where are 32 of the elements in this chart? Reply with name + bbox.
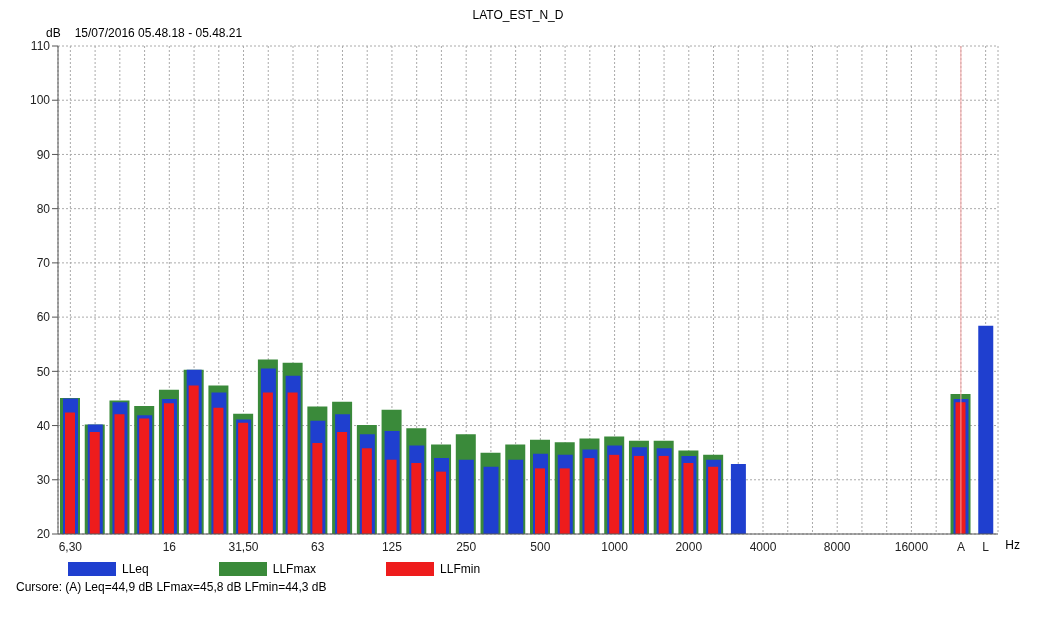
x-tick-label: L [982,539,990,554]
x-tick-label: 8000 [823,539,851,554]
x-axis-title: Hz [1005,538,1020,552]
x-tick-label: 250 [456,539,477,554]
y-axis-title: dB [46,26,61,40]
y-tick-label: 40 [36,418,51,433]
legend-label: LLeq [121,562,149,576]
text: Cursore: (A) Leq=44,9 dB LFmax=45,8 dB LFmin=44,3 dB [15,580,328,594]
x-tick-label: 31,50 [228,539,259,554]
x-tick-label: 2000 [675,539,703,554]
y-tick-label: 60 [36,310,51,325]
y-tick-label: 80 [36,201,51,216]
x-tick-label: 16 [162,539,177,554]
y-tick-label: 50 [36,364,51,379]
x-tick-label: 500 [530,539,551,554]
chart-subtitle: 15/07/2016 05.48.18 - 05.48.21 [74,26,243,40]
x-tick-label: 125 [381,539,403,554]
y-tick-label: 30 [36,473,51,488]
legend-label: LLFmin [439,562,481,576]
x-tick-label: A [956,539,965,554]
y-tick-label: 110 [30,39,51,54]
y-tick-label: 100 [29,93,51,108]
chart-title: LATO_EST_N_D [471,8,565,24]
y-tick-label: 90 [36,147,51,162]
x-tick-label: 4000 [749,539,777,554]
x-tick-label: 63 [311,539,325,554]
legend-label: LLFmax [271,562,317,576]
x-tick-label: 16000 [894,539,929,554]
x-tick-label: 6,30 [58,539,83,554]
x-tick-label: 1000 [601,539,629,554]
y-tick-label: 70 [36,256,51,271]
y-tick-label: 20 [36,527,51,542]
